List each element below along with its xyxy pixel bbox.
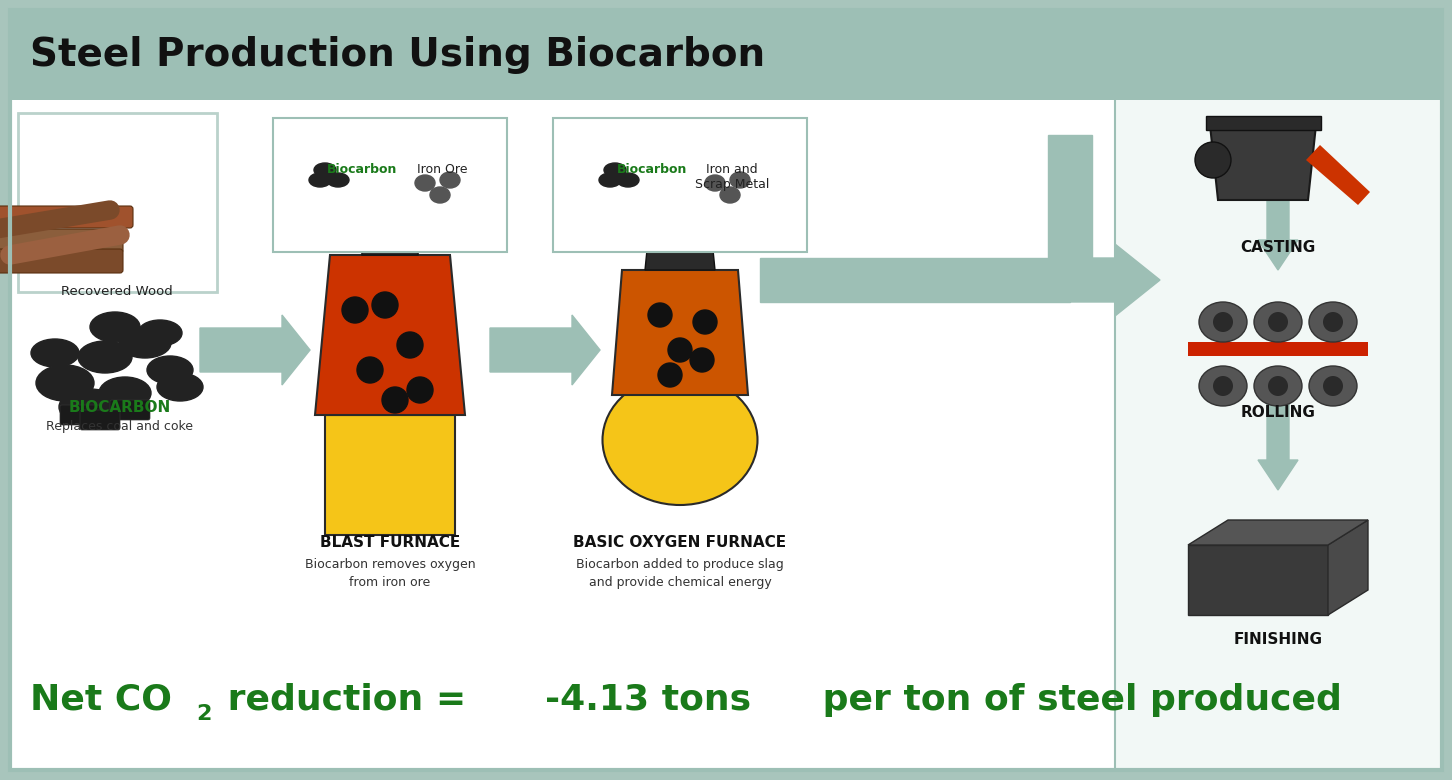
FancyArrow shape <box>1048 135 1092 280</box>
Ellipse shape <box>604 163 626 177</box>
Ellipse shape <box>138 320 182 346</box>
Ellipse shape <box>119 328 171 358</box>
FancyBboxPatch shape <box>110 400 150 420</box>
Circle shape <box>668 338 693 362</box>
Polygon shape <box>1188 520 1368 545</box>
Ellipse shape <box>1255 302 1302 342</box>
Text: FINISHING: FINISHING <box>1234 632 1323 647</box>
Circle shape <box>1323 312 1343 332</box>
Ellipse shape <box>1310 302 1358 342</box>
Ellipse shape <box>600 173 621 187</box>
Text: ROLLING: ROLLING <box>1240 405 1316 420</box>
Text: Iron and
Scrap Metal: Iron and Scrap Metal <box>696 163 770 191</box>
Text: BLAST FURNACE: BLAST FURNACE <box>319 535 460 550</box>
Text: Steel Production Using Biocarbon: Steel Production Using Biocarbon <box>30 36 765 74</box>
Polygon shape <box>645 220 714 270</box>
Text: BIOCARBON: BIOCARBON <box>68 400 171 415</box>
FancyBboxPatch shape <box>1188 342 1368 356</box>
Polygon shape <box>315 255 465 415</box>
Circle shape <box>1323 376 1343 396</box>
Text: Net CO: Net CO <box>30 683 171 717</box>
FancyBboxPatch shape <box>1207 116 1321 130</box>
Ellipse shape <box>78 341 132 373</box>
Text: reduction =: reduction = <box>215 683 479 717</box>
Polygon shape <box>1305 145 1371 205</box>
Ellipse shape <box>60 389 121 425</box>
Ellipse shape <box>327 173 348 187</box>
Text: Iron Ore: Iron Ore <box>417 163 468 176</box>
Text: -4.13 tons: -4.13 tons <box>544 683 751 717</box>
Circle shape <box>1268 376 1288 396</box>
Ellipse shape <box>1310 366 1358 406</box>
Text: per ton of steel produced: per ton of steel produced <box>810 683 1342 717</box>
Ellipse shape <box>617 173 639 187</box>
Text: Replaces coal and coke: Replaces coal and coke <box>46 420 193 433</box>
FancyBboxPatch shape <box>10 10 1442 100</box>
Polygon shape <box>1188 545 1329 615</box>
FancyBboxPatch shape <box>0 229 123 253</box>
Ellipse shape <box>1255 366 1302 406</box>
FancyArrow shape <box>1257 380 1298 490</box>
Polygon shape <box>611 270 748 395</box>
Text: 2: 2 <box>196 704 212 724</box>
Ellipse shape <box>1199 302 1247 342</box>
Circle shape <box>658 363 682 387</box>
Circle shape <box>690 348 714 372</box>
Polygon shape <box>359 195 423 255</box>
FancyBboxPatch shape <box>553 118 807 252</box>
FancyBboxPatch shape <box>60 405 100 425</box>
Ellipse shape <box>314 163 335 177</box>
FancyArrow shape <box>759 258 1070 302</box>
Circle shape <box>357 357 383 383</box>
Ellipse shape <box>730 172 751 188</box>
Ellipse shape <box>440 172 460 188</box>
Ellipse shape <box>720 187 741 203</box>
Text: Biocarbon added to produce slag
and provide chemical energy: Biocarbon added to produce slag and prov… <box>576 558 784 589</box>
Ellipse shape <box>30 339 78 367</box>
Text: Biocarbon removes oxygen
from iron ore: Biocarbon removes oxygen from iron ore <box>305 558 475 589</box>
Ellipse shape <box>90 312 139 342</box>
Text: Biocarbon: Biocarbon <box>327 163 398 176</box>
Circle shape <box>407 377 433 403</box>
Text: BASIC OXYGEN FURNACE: BASIC OXYGEN FURNACE <box>574 535 787 550</box>
Ellipse shape <box>415 175 436 191</box>
FancyBboxPatch shape <box>0 249 123 273</box>
Circle shape <box>396 332 423 358</box>
FancyArrow shape <box>1257 160 1298 270</box>
Circle shape <box>343 297 367 323</box>
Ellipse shape <box>1199 366 1247 406</box>
FancyBboxPatch shape <box>0 206 134 228</box>
Circle shape <box>372 292 398 318</box>
FancyArrow shape <box>200 315 309 385</box>
FancyBboxPatch shape <box>10 100 1442 770</box>
FancyBboxPatch shape <box>17 113 216 292</box>
Circle shape <box>648 303 672 327</box>
Ellipse shape <box>99 377 151 409</box>
Text: Biocarbon: Biocarbon <box>617 163 687 176</box>
Text: CASTING: CASTING <box>1240 240 1316 255</box>
Polygon shape <box>1210 125 1316 200</box>
Text: Recovered Wood: Recovered Wood <box>61 285 173 298</box>
Circle shape <box>382 387 408 413</box>
FancyBboxPatch shape <box>325 415 454 535</box>
FancyArrow shape <box>489 315 600 385</box>
Ellipse shape <box>36 365 94 401</box>
Ellipse shape <box>430 187 450 203</box>
FancyArrow shape <box>1070 244 1160 316</box>
Ellipse shape <box>309 173 331 187</box>
Ellipse shape <box>157 373 203 401</box>
Circle shape <box>1268 312 1288 332</box>
Circle shape <box>1195 142 1231 178</box>
FancyBboxPatch shape <box>80 410 121 430</box>
FancyBboxPatch shape <box>273 118 507 252</box>
Circle shape <box>1212 376 1233 396</box>
Circle shape <box>693 310 717 334</box>
Ellipse shape <box>147 356 193 384</box>
FancyBboxPatch shape <box>1115 100 1442 770</box>
Ellipse shape <box>706 175 725 191</box>
Ellipse shape <box>603 375 758 505</box>
Polygon shape <box>1329 520 1368 615</box>
Circle shape <box>1212 312 1233 332</box>
